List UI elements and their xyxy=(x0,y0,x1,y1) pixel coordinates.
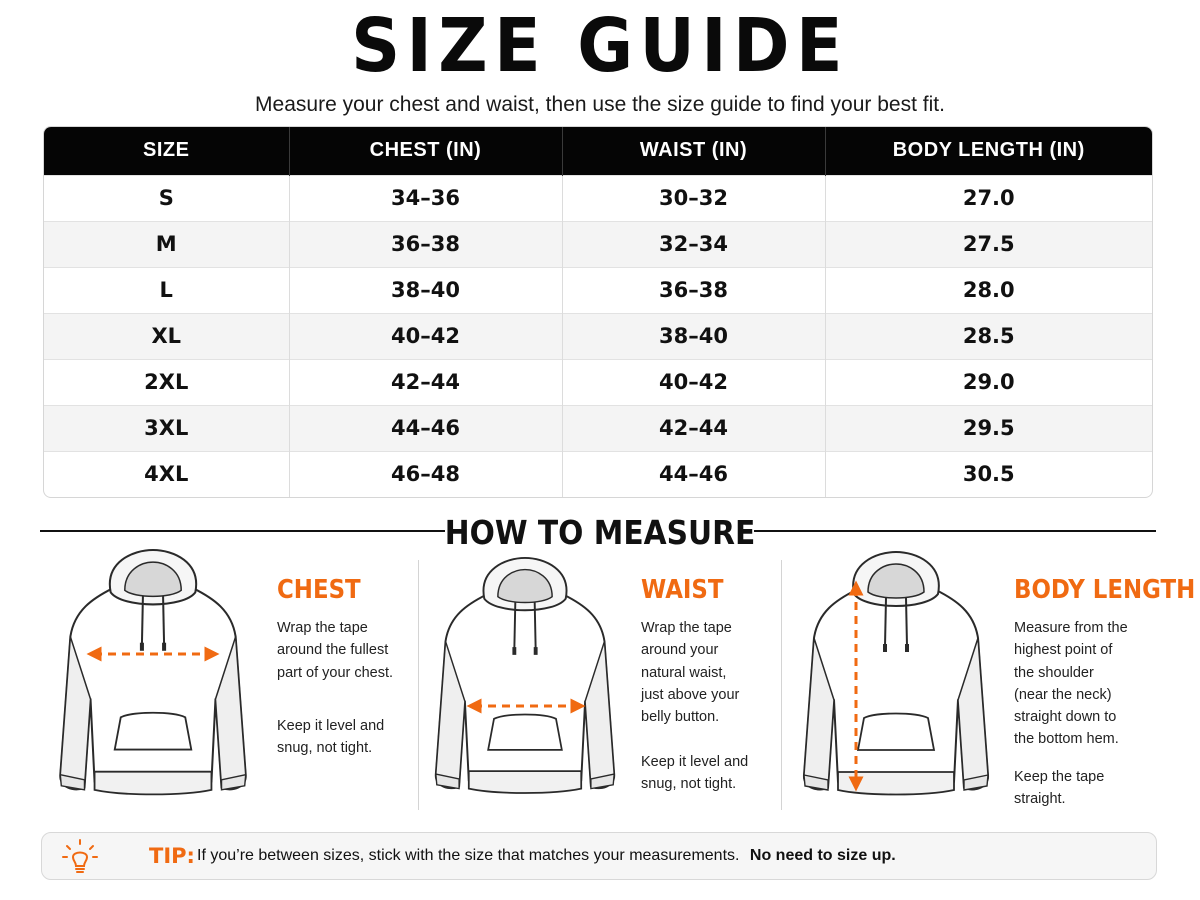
hoodie-length-icon xyxy=(796,550,996,810)
chest-instructions: Wrap the tape around the fullest part of… xyxy=(277,617,393,684)
cell-waist: 42–44 xyxy=(562,404,826,451)
how-to-measure-title: HOW TO MEASURE xyxy=(444,513,756,552)
cell-chest: 38–40 xyxy=(289,266,563,313)
cell-body-length: 27.0 xyxy=(825,174,1152,221)
section-rule-left xyxy=(40,530,445,532)
text-line: (near the neck) xyxy=(1014,686,1112,703)
table-row: XL 40–42 38–40 28.5 xyxy=(44,312,1152,359)
section-rule-right xyxy=(754,530,1156,532)
text-line: around your xyxy=(641,642,719,659)
text-line: around the fullest xyxy=(277,642,389,659)
cell-waist: 38–40 xyxy=(562,312,826,359)
chest-note: Keep it level and snug, not tight. xyxy=(277,715,384,760)
chest-title: CHEST xyxy=(277,575,361,605)
cell-waist: 30–32 xyxy=(562,174,826,221)
cell-size: 2XL xyxy=(44,358,290,405)
text-line: the shoulder xyxy=(1014,664,1094,681)
text-line: Keep it level and xyxy=(277,718,385,734)
cell-chest: 46–48 xyxy=(289,450,563,497)
waist-instructions: Wrap the tape around your natural waist,… xyxy=(641,617,739,728)
tip-banner: TIP: If you’re between sizes, stick with… xyxy=(41,832,1157,880)
cell-body-length: 29.0 xyxy=(825,358,1152,405)
body-length-title: BODY LENGTH xyxy=(1014,575,1196,605)
hoodie-waist-icon xyxy=(434,556,616,794)
cell-waist: 40–42 xyxy=(562,358,826,405)
table-row: 3XL 44–46 42–44 29.5 xyxy=(44,404,1152,451)
cell-waist: 36–38 xyxy=(562,266,826,313)
column-divider xyxy=(781,560,782,810)
column-divider xyxy=(418,560,419,810)
lightbulb-icon xyxy=(62,839,98,873)
cell-body-length: 27.5 xyxy=(825,220,1152,267)
text-line: Wrap the tape xyxy=(277,620,368,636)
cell-size: 4XL xyxy=(44,450,290,497)
text-line: part of your chest. xyxy=(277,664,394,681)
body-length-instructions: Measure from the highest point of the sh… xyxy=(1014,617,1128,751)
cell-waist: 32–34 xyxy=(562,220,826,267)
header-waist: WAIST (IN) xyxy=(562,127,826,175)
header-chest: CHEST (IN) xyxy=(289,127,563,175)
tip-label: TIP: xyxy=(149,844,195,868)
body-length-note: Keep the tape straight. xyxy=(1014,766,1104,811)
waist-title: WAIST xyxy=(641,575,724,605)
text-line: Keep the tape xyxy=(1014,769,1105,785)
tip-message: If you’re between sizes, stick with the … xyxy=(197,847,740,864)
tip-text: If you’re between sizes, stick with the … xyxy=(197,847,896,865)
cell-body-length: 28.5 xyxy=(825,312,1152,359)
tip-emphasis: No need to size up. xyxy=(749,847,896,864)
table-row: 4XL 46–48 44–46 30.5 xyxy=(44,450,1152,497)
table-row: L 38–40 36–38 28.0 xyxy=(44,266,1152,313)
text-line: highest point of xyxy=(1014,642,1113,659)
cell-size: L xyxy=(44,266,290,313)
text-line: Keep it level and xyxy=(641,754,749,770)
cell-chest: 36–38 xyxy=(289,220,563,267)
hoodie-chest-icon xyxy=(52,548,254,810)
text-line: belly button. xyxy=(641,709,720,726)
cell-size: XL xyxy=(44,312,290,359)
cell-body-length: 30.5 xyxy=(825,450,1152,497)
text-line: Wrap the tape xyxy=(641,620,732,636)
header-body-length: BODY LENGTH (IN) xyxy=(892,139,1085,162)
table-header-row: SIZE CHEST (IN) WAIST (IN) BODY LENGTH (… xyxy=(44,127,1152,175)
cell-size: M xyxy=(44,220,290,267)
cell-size: S xyxy=(44,174,290,221)
cell-waist: 44–46 xyxy=(562,450,826,497)
cell-size: 3XL xyxy=(44,404,290,451)
text-line: the bottom hem. xyxy=(1014,731,1119,748)
text-line: just above your xyxy=(641,686,740,703)
waist-note: Keep it level and snug, not tight. xyxy=(641,751,748,796)
text-line: straight down to xyxy=(1014,709,1117,726)
cell-chest: 40–42 xyxy=(289,312,563,359)
cell-chest: 44–46 xyxy=(289,404,563,451)
text-line: snug, not tight. xyxy=(641,776,737,793)
table-row: S 34–36 30–32 27.0 xyxy=(44,174,1152,221)
page-title: SIZE GUIDE xyxy=(351,3,849,89)
text-line: straight. xyxy=(1014,791,1066,808)
text-line: natural waist, xyxy=(641,664,727,681)
cell-chest: 42–44 xyxy=(289,358,563,405)
cell-chest: 34–36 xyxy=(289,174,563,221)
text-line: Measure from the xyxy=(1014,620,1128,636)
size-table: SIZE CHEST (IN) WAIST (IN) BODY LENGTH (… xyxy=(43,126,1153,498)
table-row: 2XL 42–44 40–42 29.0 xyxy=(44,358,1152,405)
cell-body-length: 28.0 xyxy=(825,266,1152,313)
page-subtitle: Measure your chest and waist, then use t… xyxy=(255,93,945,116)
cell-body-length: 29.5 xyxy=(825,404,1152,451)
table-row: M 36–38 32–34 27.5 xyxy=(44,220,1152,267)
text-line: snug, not tight. xyxy=(277,740,373,757)
header-size: SIZE xyxy=(44,127,290,175)
